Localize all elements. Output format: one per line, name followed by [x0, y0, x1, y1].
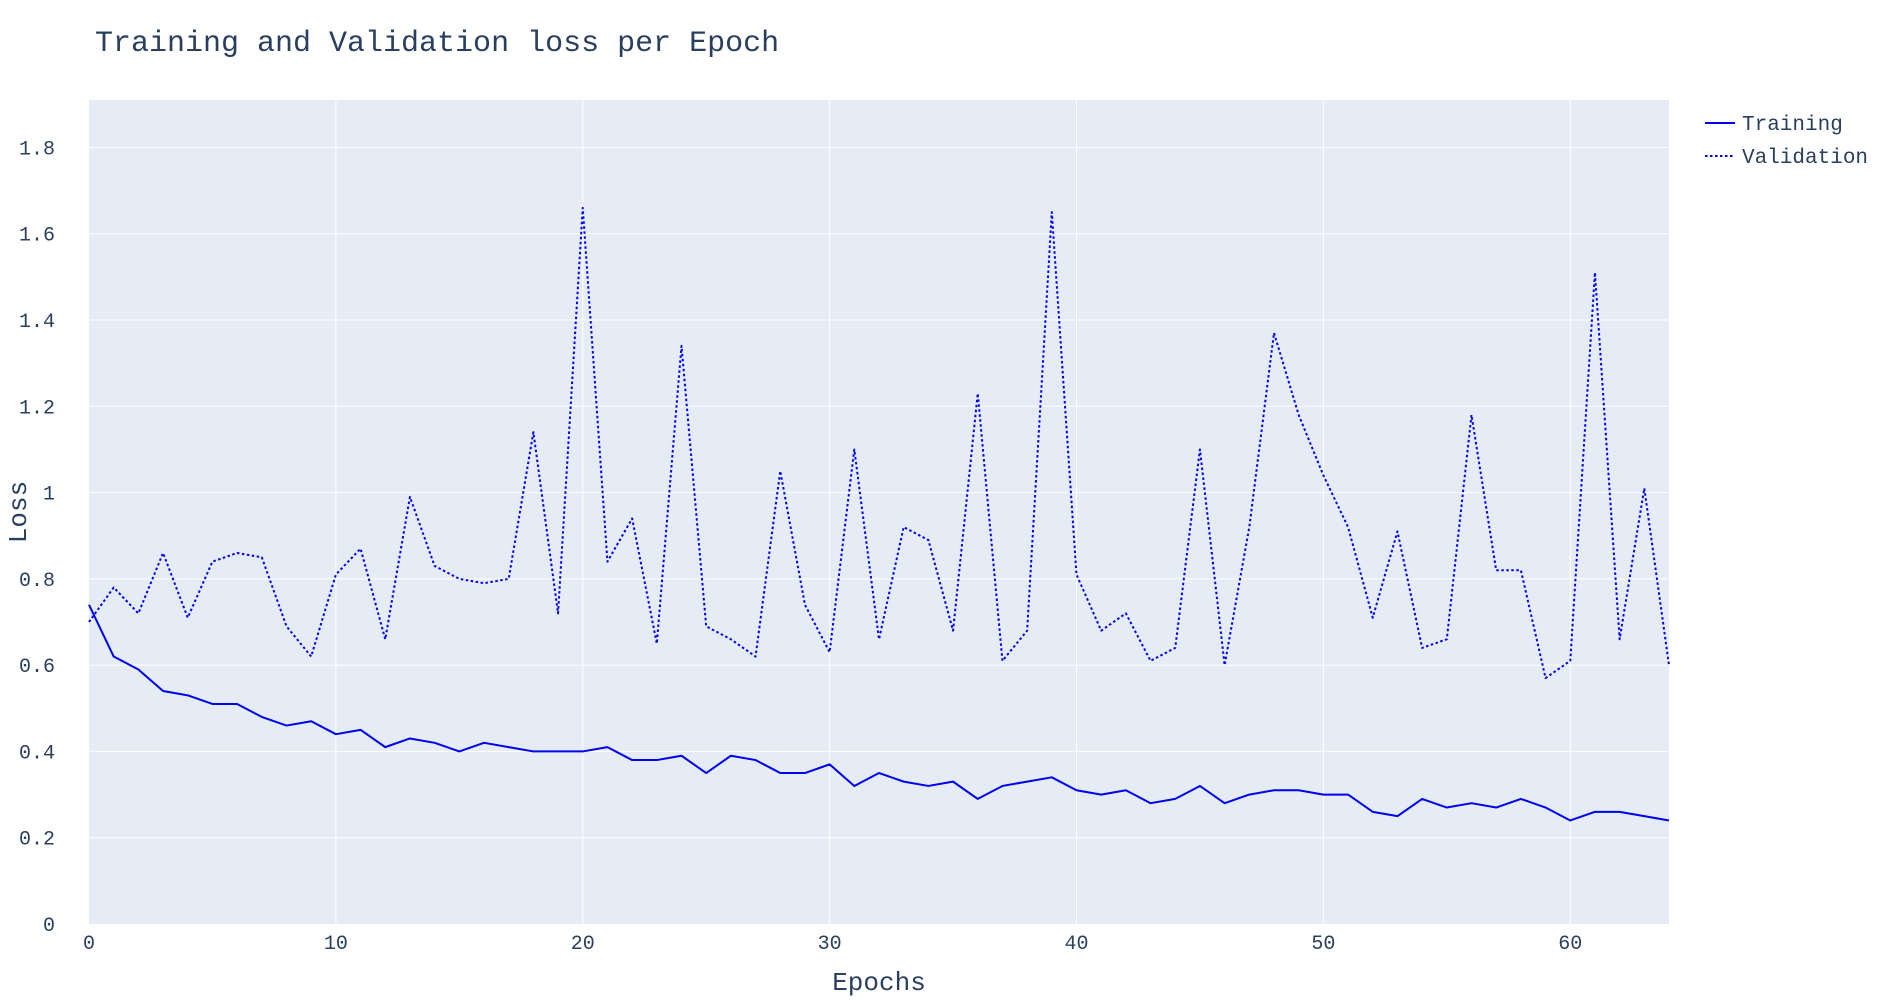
- x-tick-label: 40: [1064, 933, 1088, 956]
- chart-title: Training and Validation loss per Epoch: [95, 27, 779, 61]
- x-tick-label: 30: [818, 933, 842, 956]
- validation-line: [88, 206, 1670, 680]
- y-tick-label: 0.4: [19, 742, 55, 765]
- y-tick-label: 1.4: [19, 311, 55, 334]
- y-tick-label: 0.8: [19, 570, 55, 593]
- y-tick-label: 0: [43, 915, 55, 938]
- plot-area: [89, 100, 1669, 924]
- y-tick-label: 1.8: [19, 138, 55, 161]
- y-tick-label: 1.2: [19, 397, 55, 420]
- x-tick-label: 10: [324, 933, 348, 956]
- training-line: [88, 604, 1670, 822]
- x-tick-label: 20: [571, 933, 595, 956]
- legend: Training Validation: [1705, 114, 1868, 170]
- y-tick-label: 1: [43, 484, 55, 507]
- y-tick-label: 0.2: [19, 829, 55, 852]
- x-tick-label: 60: [1558, 933, 1582, 956]
- y-tick-label: 0.6: [19, 656, 55, 679]
- x-tick-label: 50: [1311, 933, 1335, 956]
- x-tick-label: 0: [83, 933, 95, 956]
- x-axis-title: Epochs: [832, 968, 926, 998]
- y-tick-label: 1.6: [19, 225, 55, 248]
- series-lines: [88, 206, 1670, 822]
- grid-lines: [89, 100, 1669, 924]
- tick-labels: 0 10 20 30 40 50 60 0 0.2 0.4 0.6 0.8 1 1.2 1.4 1.6 1.8: [19, 138, 1582, 956]
- legend-item-training[interactable]: Training: [1705, 114, 1843, 137]
- legend-item-validation[interactable]: Validation: [1705, 147, 1868, 170]
- y-axis-title: Loss: [4, 481, 34, 543]
- legend-label: Validation: [1742, 147, 1868, 170]
- legend-label: Training: [1742, 114, 1843, 137]
